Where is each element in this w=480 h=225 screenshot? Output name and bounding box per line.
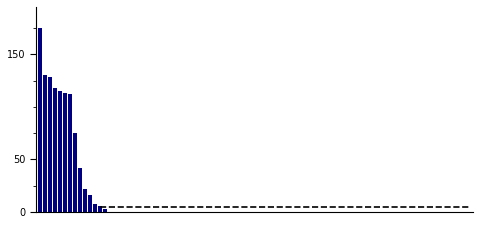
Bar (73, 133, 77, 212)
Bar (88, 195, 92, 212)
Bar (68, 94, 72, 212)
Bar (103, 209, 107, 212)
Bar (93, 204, 96, 212)
Bar (38, 28, 42, 212)
Bar (98, 206, 102, 212)
Bar (58, 91, 62, 212)
Bar (63, 93, 67, 212)
Bar (43, 75, 47, 212)
Bar (48, 77, 52, 212)
Bar (78, 168, 82, 212)
Bar (53, 88, 57, 212)
Bar (83, 189, 87, 212)
